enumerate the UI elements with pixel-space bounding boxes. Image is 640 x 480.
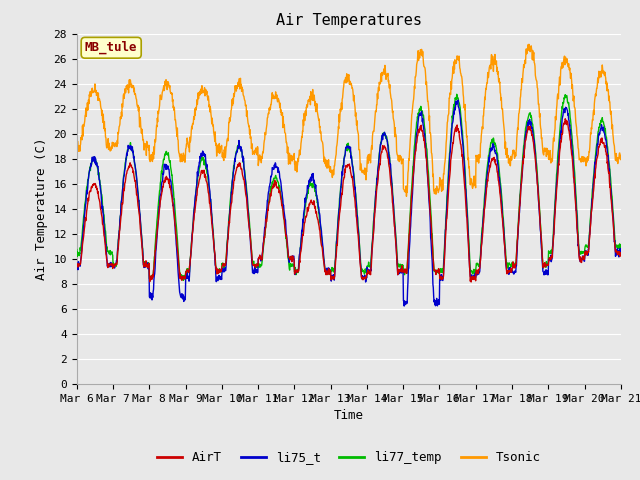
Legend: AirT, li75_t, li77_temp, Tsonic: AirT, li75_t, li77_temp, Tsonic — [152, 446, 546, 469]
Y-axis label: Air Temperature (C): Air Temperature (C) — [35, 138, 48, 280]
Text: MB_tule: MB_tule — [85, 41, 138, 54]
Title: Air Temperatures: Air Temperatures — [276, 13, 422, 28]
X-axis label: Time: Time — [334, 409, 364, 422]
